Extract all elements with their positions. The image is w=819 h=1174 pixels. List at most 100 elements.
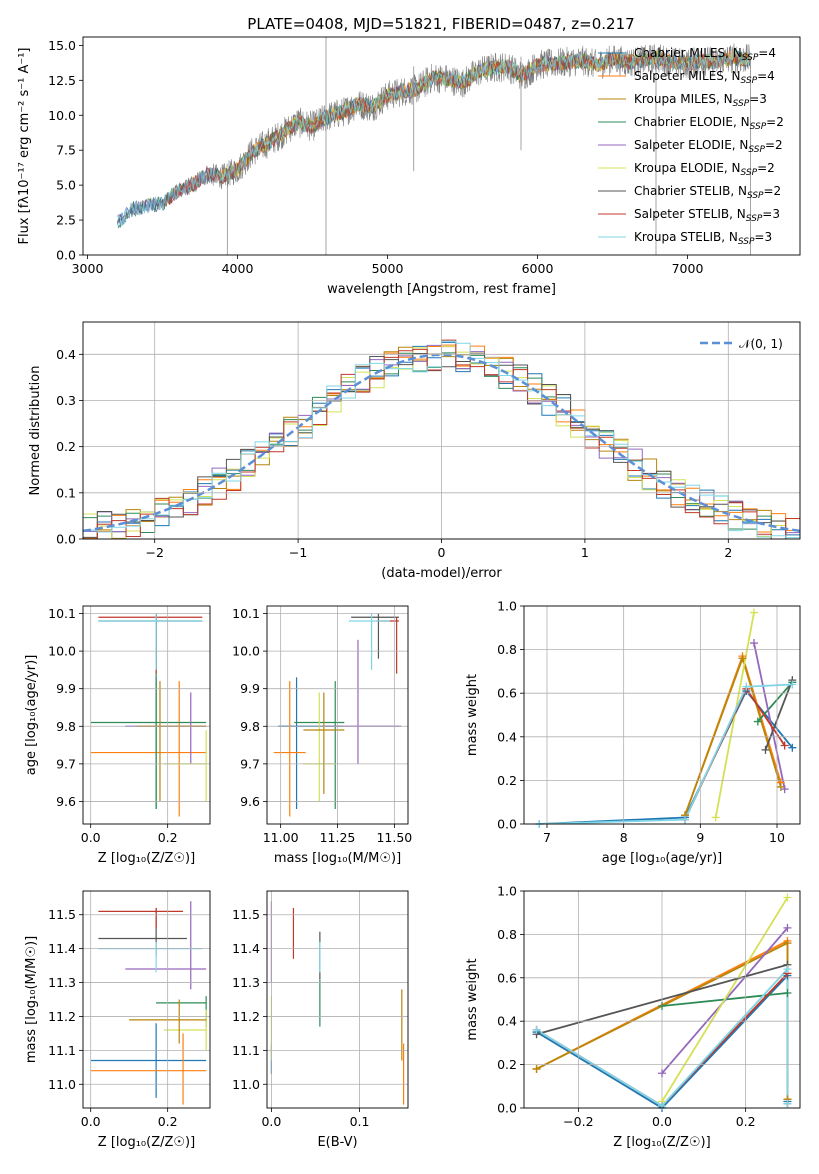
x-tick-label: 0.0 bbox=[261, 1114, 281, 1129]
x-tick-label: 4000 bbox=[222, 261, 254, 276]
legend-entry: Chabrier MILES, NSSP=4 bbox=[634, 46, 776, 63]
x-tick-label: 0.0 bbox=[81, 830, 101, 845]
weight-marker bbox=[783, 988, 792, 997]
y-tick-label: 12.5 bbox=[48, 73, 76, 88]
y-tick-label: 0.4 bbox=[497, 1014, 517, 1029]
panel-weight-vs-Z: −0.2 0.0 0.2 0.0 0.2 0.4 0.6 0.8 1.0 Z [log₁₀(Z/Z… bbox=[465, 884, 801, 1150]
legend-entry: Chabrier STELIB, NSSP=2 bbox=[634, 184, 781, 201]
legend-value: =4 bbox=[757, 69, 775, 83]
panel-residuals: −2 −1 0 1 2 0.0 0.1 0.2 0.3 0.4 (data-model)/error… bbox=[28, 321, 801, 581]
y-tick-label: 10.0 bbox=[232, 644, 260, 659]
weight-marker bbox=[750, 639, 758, 648]
x-axis-label: age [log₁₀(age/yr)] bbox=[602, 851, 723, 866]
weight-marker bbox=[738, 654, 747, 663]
y-tick-label: 9.7 bbox=[56, 756, 76, 771]
weight-marker bbox=[658, 1069, 666, 1078]
axes-frame bbox=[523, 890, 801, 1109]
weight-marker bbox=[783, 893, 792, 902]
x-tick-label: 10 bbox=[769, 830, 785, 845]
y-tick-label: 0.0 bbox=[497, 817, 517, 832]
legend-value: =2 bbox=[765, 138, 783, 152]
y-tick-label: 0.0 bbox=[56, 248, 76, 263]
legend-subscript: SSP bbox=[741, 76, 758, 86]
y-tick-label: 5.0 bbox=[56, 178, 76, 193]
y-tick-label: 11.4 bbox=[48, 941, 76, 956]
y-tick-label: 11.2 bbox=[48, 1009, 76, 1024]
figure-title: PLATE=0408, MJD=51821, FIBERID=0487, z=0… bbox=[247, 15, 634, 33]
weight-line bbox=[539, 683, 793, 824]
y-tick-label: 10.0 bbox=[48, 108, 76, 123]
weight-line bbox=[661, 897, 789, 1102]
y-tick-label: 15.0 bbox=[48, 38, 76, 53]
legend-entry: Salpeter ELODIE, NSSP=2 bbox=[634, 138, 783, 155]
y-tick-label: 0.0 bbox=[56, 532, 76, 547]
panel-mass-vs-EBV: 0.0 0.1 11.0 11.1 11.2 11.3 11.4 11.5 E(B-V) bbox=[232, 890, 409, 1150]
y-tick-label: 0.8 bbox=[497, 642, 517, 657]
y-tick-label: 0.4 bbox=[497, 729, 517, 744]
y-tick-label: 0.1 bbox=[56, 485, 76, 500]
y-tick-label: 11.1 bbox=[232, 1043, 260, 1058]
weight-line bbox=[536, 966, 789, 1107]
y-tick-label: 1.0 bbox=[497, 599, 517, 614]
weight-marker bbox=[753, 717, 762, 726]
axes-frame bbox=[82, 321, 801, 540]
x-axis-label: (data-model)/error bbox=[381, 566, 502, 581]
y-tick-label: 9.8 bbox=[240, 719, 260, 734]
y-tick-label: 0.2 bbox=[497, 773, 517, 788]
plot-area bbox=[270, 901, 405, 1105]
y-tick-label: 0.3 bbox=[56, 393, 76, 408]
panel-age-vs-Z: 0.0 0.2 9.6 9.7 9.8 9.9 10.0 10.1 Z [log₁₀(Z/Z☉)… bbox=[24, 605, 211, 866]
y-tick-label: 11.0 bbox=[48, 1077, 76, 1092]
y-tick-label: 7.5 bbox=[56, 143, 76, 158]
x-tick-label: −0.2 bbox=[563, 1114, 593, 1129]
weight-marker bbox=[658, 1002, 666, 1011]
x-tick-label: 11.25 bbox=[320, 830, 356, 845]
y-tick-label: 9.7 bbox=[240, 756, 260, 771]
y-tick-label: 9.8 bbox=[56, 719, 76, 734]
x-tick-label: 6000 bbox=[522, 261, 554, 276]
axes-frame bbox=[266, 605, 409, 825]
axes-frame bbox=[523, 605, 801, 825]
weight-line bbox=[764, 679, 794, 751]
y-axis-label: Normed distribution bbox=[28, 366, 43, 496]
legend-value: =2 bbox=[766, 115, 784, 129]
x-tick-label: 11.50 bbox=[376, 830, 412, 845]
weight-marker bbox=[532, 1064, 541, 1073]
y-tick-label: 9.9 bbox=[240, 681, 260, 696]
legend-value: =3 bbox=[762, 207, 780, 221]
weight-marker bbox=[532, 1025, 541, 1034]
y-tick-label: 9.9 bbox=[56, 681, 76, 696]
weight-marker bbox=[783, 1099, 792, 1108]
legend-entry: Kroupa MILES, NSSP=3 bbox=[634, 92, 767, 109]
axes-frame bbox=[82, 36, 801, 256]
y-tick-label: 0.6 bbox=[497, 686, 517, 701]
legend-value: =4 bbox=[758, 46, 776, 60]
plot-area bbox=[90, 613, 207, 817]
weight-marker bbox=[783, 939, 792, 948]
axes-frame bbox=[82, 890, 211, 1109]
y-axis-label: mass [log₁₀(M/M☉)] bbox=[24, 936, 39, 1063]
x-tick-label: 0.2 bbox=[158, 830, 178, 845]
x-axis-label: E(B-V) bbox=[317, 1135, 357, 1150]
legend-subscript: SSP bbox=[750, 122, 767, 132]
legend-entry: Kroupa ELODIE, NSSP=2 bbox=[634, 161, 775, 178]
weight-marker bbox=[761, 745, 770, 754]
x-axis-label: wavelength [Angstrom, rest frame] bbox=[327, 282, 556, 297]
legend-entry: Kroupa STELIB, NSSP=3 bbox=[634, 230, 772, 247]
x-tick-label: 0.0 bbox=[81, 1114, 101, 1129]
legend-value: =3 bbox=[749, 92, 767, 106]
y-tick-label: 0.4 bbox=[56, 347, 76, 362]
x-tick-label: 7000 bbox=[672, 261, 704, 276]
legend-subscript: SSP bbox=[738, 237, 755, 247]
x-tick-label: 2 bbox=[724, 545, 732, 560]
weight-marker bbox=[788, 743, 797, 752]
x-tick-label: 5000 bbox=[372, 261, 404, 276]
legend-subscript: SSP bbox=[746, 214, 763, 224]
y-tick-label: 11.4 bbox=[232, 941, 260, 956]
y-tick-label: 11.0 bbox=[232, 1077, 260, 1092]
axes-frame bbox=[266, 890, 409, 1109]
legend-subscript: SSP bbox=[748, 145, 765, 155]
x-axis-label: mass [log₁₀(M/M☉)] bbox=[274, 851, 401, 866]
x-tick-label: 0.0 bbox=[652, 1114, 672, 1129]
